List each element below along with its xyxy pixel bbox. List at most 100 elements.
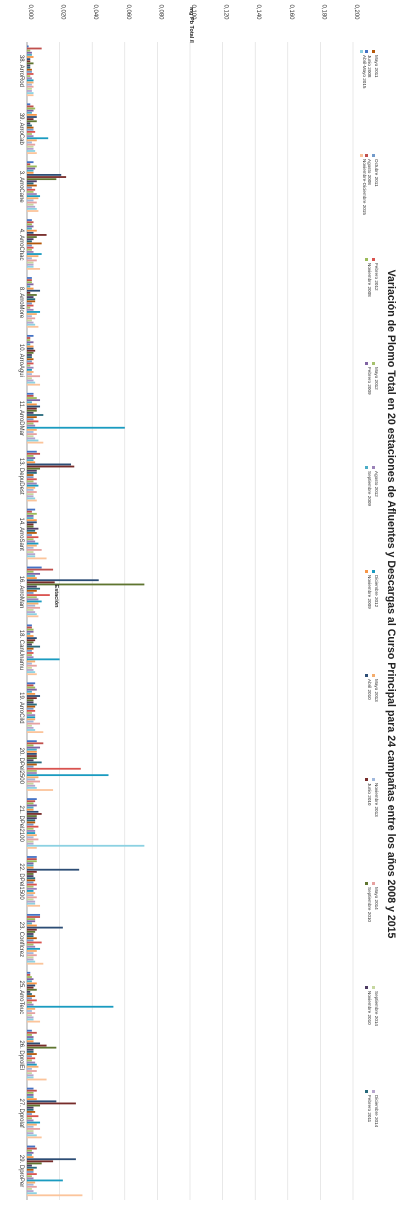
- bar: [27, 1156, 34, 1158]
- bar: [27, 51, 32, 54]
- bar: [27, 688, 37, 691]
- bar: [27, 424, 36, 427]
- category-label: 27. Dprolaf: [18, 1098, 24, 1128]
- legend-label: Noviembre 2013: [374, 783, 379, 817]
- bar: [27, 930, 36, 933]
- bar: [27, 877, 36, 880]
- bar: [27, 87, 32, 90]
- bar: [27, 165, 37, 168]
- bar: [27, 1055, 32, 1058]
- bar: [27, 248, 32, 251]
- y-tick-label: 0,160: [288, 4, 294, 20]
- bar: [27, 666, 32, 669]
- bar: [27, 866, 34, 869]
- y-tick-label: 0,180: [320, 4, 326, 20]
- bar: [27, 441, 44, 444]
- bar: [27, 236, 37, 238]
- legend-label: Agosto 2012: [374, 471, 379, 497]
- bar: [27, 337, 31, 339]
- bar: [27, 1074, 34, 1077]
- y-tick-label: 0,200: [353, 4, 359, 20]
- bar: [27, 568, 54, 571]
- bar: [27, 604, 36, 607]
- bar: [27, 1046, 57, 1049]
- bar: [27, 1117, 32, 1120]
- legend-swatch: [372, 986, 375, 989]
- bar: [27, 542, 39, 545]
- bar: [27, 317, 36, 320]
- legend-swatch: [372, 570, 375, 573]
- y-tick-label: 0,040: [92, 4, 98, 20]
- bar: [27, 815, 37, 817]
- bar: [27, 609, 34, 611]
- bar: [27, 341, 34, 344]
- bars-layer: [27, 45, 145, 1197]
- bar: [27, 426, 125, 429]
- bar: [27, 720, 34, 723]
- bar: [27, 128, 34, 131]
- bar: [27, 827, 34, 830]
- bar: [27, 287, 34, 290]
- bar: [27, 789, 54, 791]
- bar: [27, 798, 37, 800]
- bar: [27, 1168, 34, 1171]
- bar: [27, 1070, 37, 1072]
- bar: [27, 105, 34, 108]
- bar: [27, 347, 34, 350]
- bar: [27, 1128, 41, 1130]
- bar: [27, 1059, 32, 1062]
- bar: [27, 416, 37, 419]
- bar: [27, 606, 41, 609]
- bar: [27, 896, 37, 899]
- bar: [27, 1119, 34, 1122]
- bar: [27, 697, 37, 700]
- bar: [27, 60, 31, 63]
- bar: [27, 349, 36, 352]
- bar: [27, 532, 37, 534]
- legend-label: Febrero 2011: [367, 1095, 372, 1123]
- bar: [27, 900, 36, 903]
- bar: [27, 482, 37, 485]
- bar: [27, 557, 47, 560]
- legend-label: Octubre 2011: [374, 159, 379, 187]
- bar: [27, 825, 39, 828]
- legend-swatch: [372, 258, 375, 261]
- bar: [27, 231, 34, 234]
- bar: [27, 1096, 34, 1098]
- bar: [27, 600, 42, 603]
- bar: [27, 744, 34, 747]
- bar: [27, 103, 31, 106]
- bar: [27, 255, 39, 258]
- bar: [27, 141, 32, 144]
- bar: [27, 486, 36, 489]
- legend-swatch: [372, 362, 375, 365]
- bar: [27, 671, 36, 673]
- bar: [27, 748, 37, 751]
- legend-label: Noviembre 2008: [367, 263, 372, 297]
- bar: [27, 1121, 41, 1124]
- bar: [27, 892, 36, 894]
- bar: [27, 1091, 34, 1094]
- bar: [27, 488, 34, 491]
- legend-label: Mayo 2014: [374, 887, 379, 910]
- bar: [27, 371, 34, 373]
- bar: [27, 592, 34, 594]
- bar: [27, 169, 34, 172]
- bar: [27, 171, 34, 174]
- bar: [27, 982, 37, 985]
- bar: [27, 534, 32, 536]
- bar: [27, 615, 39, 618]
- category-label: 14. ArroSant: [18, 517, 24, 551]
- bar: [27, 294, 37, 296]
- legend-swatch: [365, 986, 368, 989]
- bar: [27, 1063, 37, 1066]
- legend-label: Septiembre 2009: [367, 471, 372, 506]
- bar: [27, 1183, 34, 1186]
- bar: [27, 193, 37, 195]
- bar: [27, 227, 32, 230]
- bar: [27, 1038, 34, 1041]
- legend-swatch: [365, 466, 368, 469]
- bar: [27, 77, 32, 80]
- legend-label: Mayo 2011: [374, 55, 379, 78]
- bar: [27, 800, 36, 803]
